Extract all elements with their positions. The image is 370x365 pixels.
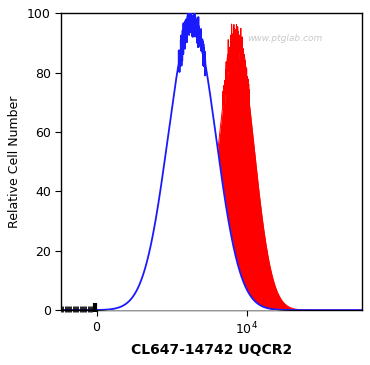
X-axis label: CL647-14742 UQCR2: CL647-14742 UQCR2 [131, 343, 292, 357]
Y-axis label: Relative Cell Number: Relative Cell Number [9, 96, 21, 228]
Text: www.ptglab.com: www.ptglab.com [248, 34, 323, 43]
